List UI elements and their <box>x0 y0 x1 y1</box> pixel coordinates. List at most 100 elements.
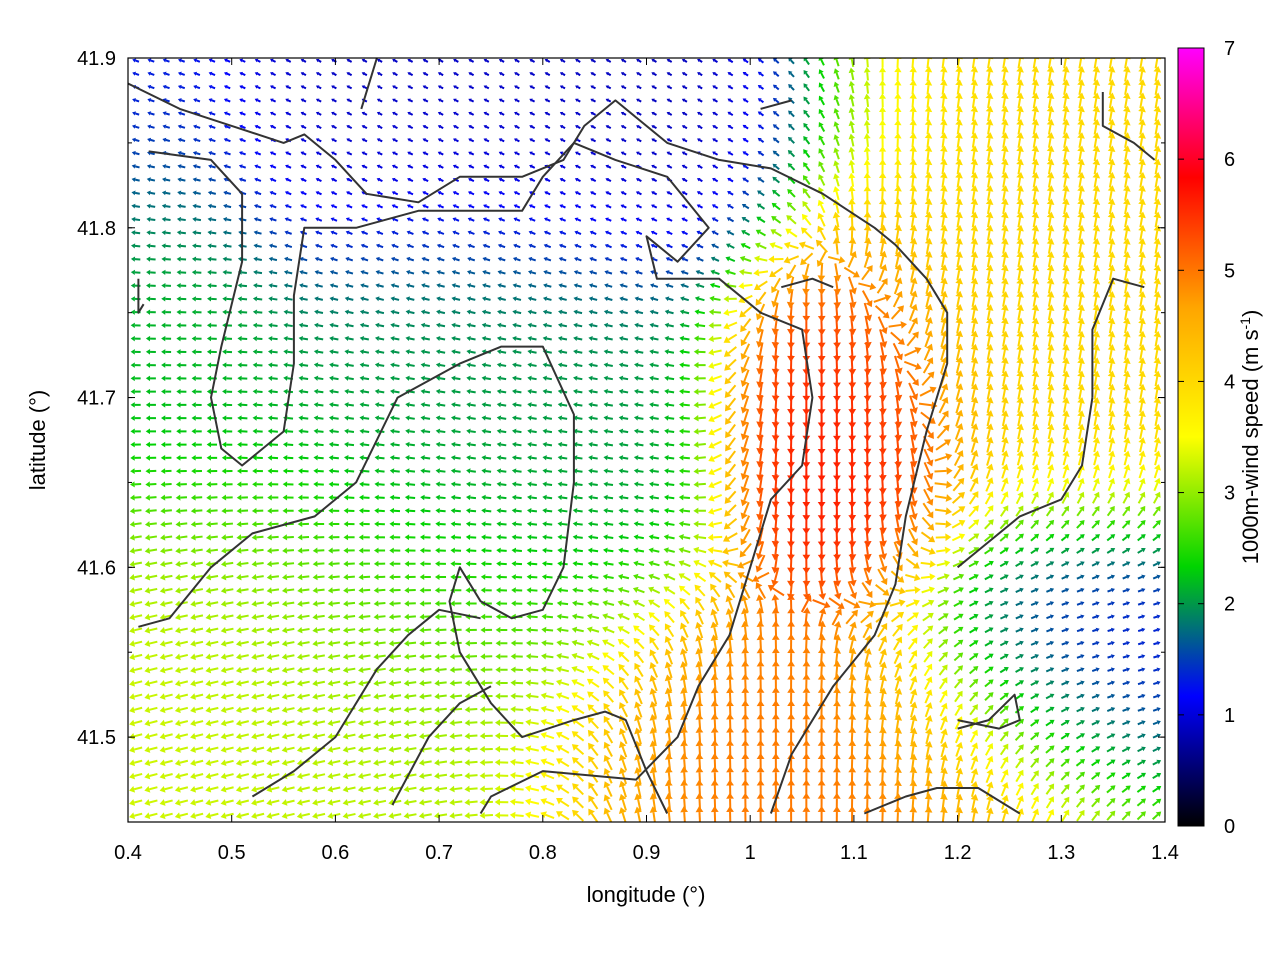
wind-arrow-shaft <box>743 600 749 613</box>
wind-arrow-shaft <box>1152 813 1159 821</box>
wind-arrow <box>282 560 295 567</box>
wind-arrow <box>1000 600 1009 607</box>
wind-arrow-shaft <box>347 799 356 804</box>
wind-arrow-shaft <box>1091 721 1098 726</box>
wind-arrow-head <box>342 746 349 753</box>
wind-arrow-head <box>588 782 595 790</box>
wind-arrow <box>722 547 739 555</box>
wind-arrow <box>221 507 233 514</box>
wind-arrow-shaft <box>698 759 702 772</box>
wind-arrow-shaft <box>194 746 204 751</box>
wind-arrow <box>480 626 493 634</box>
wind-arrow-shaft <box>896 812 899 822</box>
wind-arrow-head <box>602 652 609 659</box>
wind-arrow-head <box>206 494 211 501</box>
wind-arrow <box>251 600 264 607</box>
wind-arrow-shaft <box>134 535 142 539</box>
wind-arrow-head <box>1141 720 1146 725</box>
wind-arrow-shaft <box>469 800 478 804</box>
wind-arrow <box>220 772 234 780</box>
wind-arrow <box>220 640 234 647</box>
wind-arrow <box>312 666 326 674</box>
wind-arrow <box>588 782 599 797</box>
wind-arrow-shaft <box>1107 642 1112 646</box>
wind-arrow-shaft <box>1091 575 1097 580</box>
wind-arrow-shaft <box>408 720 417 724</box>
wind-arrow-head <box>602 677 610 685</box>
wind-arrow <box>327 746 341 753</box>
wind-arrow-head <box>220 719 227 727</box>
wind-arrow-shaft <box>179 706 189 711</box>
wind-arrow-head <box>914 586 921 594</box>
wind-arrow-shaft <box>652 706 657 719</box>
wind-arrow <box>633 521 644 527</box>
wind-arrow <box>266 600 280 607</box>
wind-arrow-head <box>495 640 501 647</box>
wind-arrow-shaft <box>590 786 599 797</box>
wind-arrow <box>999 718 1009 728</box>
wind-arrow <box>587 600 599 607</box>
wind-arrow-shaft <box>1030 522 1037 530</box>
wind-arrow-shaft <box>164 561 173 565</box>
wind-arrow-shaft <box>194 720 204 724</box>
wind-arrow-head <box>987 692 994 698</box>
wind-arrow-shaft <box>667 772 672 785</box>
wind-arrow <box>648 560 660 567</box>
wind-arrow <box>388 666 402 674</box>
wind-arrow <box>1137 614 1146 619</box>
wind-arrow-shaft <box>1122 575 1128 580</box>
wind-arrow-shaft <box>591 668 600 675</box>
wind-arrow-shaft <box>347 812 356 817</box>
wind-arrow-head <box>525 705 532 713</box>
wind-arrow <box>235 746 250 753</box>
wind-arrow-head <box>388 600 394 607</box>
wind-arrow-shaft <box>332 786 341 791</box>
wind-arrow <box>190 799 204 806</box>
wind-arrow <box>1060 733 1070 740</box>
wind-arrow <box>1001 794 1009 810</box>
wind-arrow-head <box>1019 601 1024 606</box>
wind-arrow-head <box>160 521 166 528</box>
wind-arrow <box>707 533 723 542</box>
wind-arrow-shaft <box>332 720 341 724</box>
wind-arrow-shaft <box>378 680 386 685</box>
wind-arrow-head <box>679 597 687 605</box>
wind-arrow-shaft <box>576 549 583 553</box>
wind-arrow-head <box>418 799 425 806</box>
wind-arrow-shaft <box>591 589 599 593</box>
wind-arrow-shaft <box>713 692 717 706</box>
wind-arrow <box>479 706 493 713</box>
wind-arrow-head <box>540 771 548 779</box>
wind-arrow-head <box>680 700 688 707</box>
wind-arrow-head <box>404 494 410 501</box>
wind-arrow <box>935 520 952 529</box>
wind-arrow-shaft <box>1107 615 1112 619</box>
wind-arrow <box>693 533 707 541</box>
wind-arrow-shaft <box>1075 774 1083 781</box>
wind-arrow-head <box>129 560 135 568</box>
wind-arrow <box>968 560 980 568</box>
wind-arrow-shaft <box>133 680 143 685</box>
wind-arrow-head <box>1155 798 1162 804</box>
wind-arrow <box>937 600 949 608</box>
wind-arrow-shaft <box>210 773 219 777</box>
wind-arrow-shaft <box>682 601 691 610</box>
wind-arrow-head <box>1033 744 1040 751</box>
wind-arrow-head <box>175 547 181 554</box>
wind-arrow-shaft <box>164 548 173 552</box>
wind-arrow <box>312 719 326 727</box>
wind-arrow-shaft <box>727 504 737 514</box>
wind-arrow-shaft <box>637 496 644 500</box>
wind-arrow <box>205 732 219 740</box>
wind-arrow-shaft <box>195 561 203 565</box>
wind-arrow-head <box>496 521 501 527</box>
wind-arrow <box>1121 534 1131 542</box>
wind-arrow-shaft <box>1030 589 1036 593</box>
wind-arrow-shaft <box>347 746 356 751</box>
wind-arrow <box>556 797 570 808</box>
wind-arrow-shaft <box>652 509 660 513</box>
wind-arrow <box>495 600 508 607</box>
wind-arrow-head <box>389 560 394 567</box>
wind-arrow-shaft <box>1045 655 1052 659</box>
wind-arrow-head <box>955 793 964 801</box>
